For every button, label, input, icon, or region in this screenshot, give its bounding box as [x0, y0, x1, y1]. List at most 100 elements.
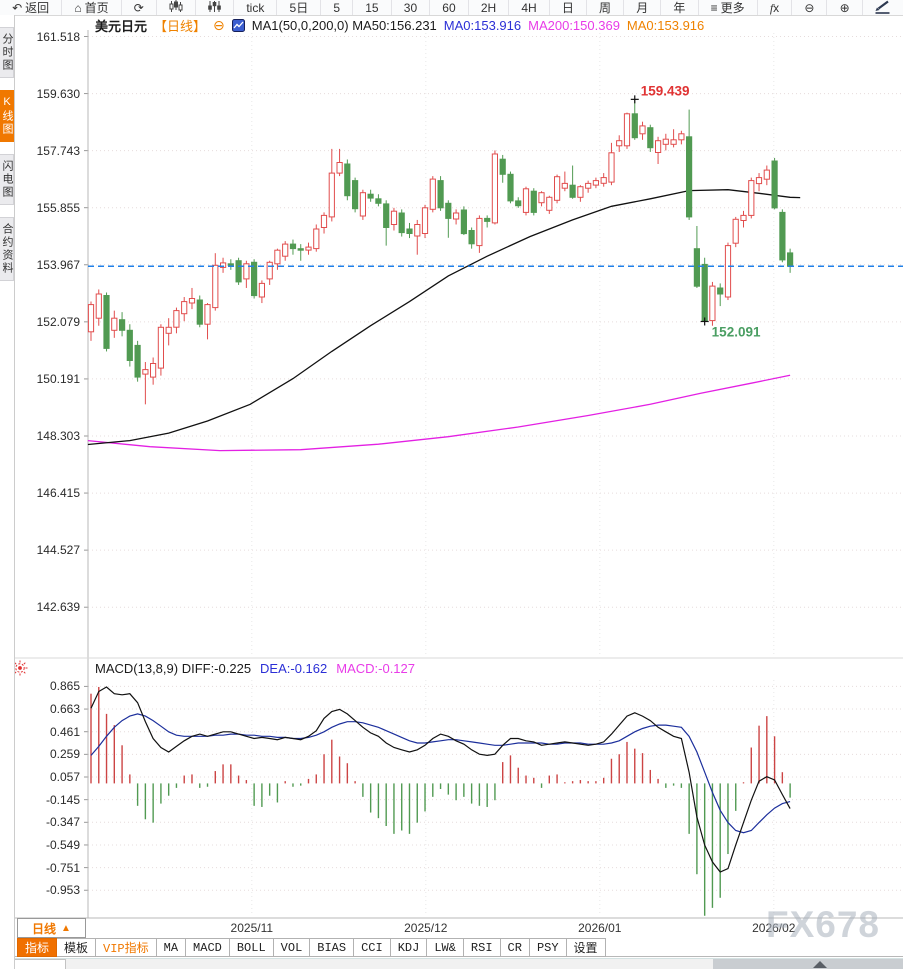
- toolbar-item-15[interactable]: 15: [353, 0, 392, 15]
- high-price-annotation: 159.439: [641, 83, 690, 98]
- collapse-icon[interactable]: ⊖: [213, 17, 225, 33]
- toolbar-item-zoom-out-icon[interactable]: ⊖: [792, 0, 828, 15]
- axis-tick-label: 150.191: [36, 371, 80, 386]
- axis-tick-label: 144.527: [36, 543, 80, 558]
- indicator-tab-指标[interactable]: 指标: [17, 938, 58, 957]
- toolbar-item-周[interactable]: 周: [587, 0, 625, 15]
- toolbar-item-label: 日: [561, 0, 574, 15]
- menu-icon: ≡: [710, 0, 718, 15]
- toolbar-item-月[interactable]: 月: [624, 0, 662, 15]
- toolbar-item-refresh-icon[interactable]: ⟳: [122, 0, 157, 15]
- indicator-tab-CR[interactable]: CR: [500, 938, 530, 957]
- sidebar-tab-K线图[interactable]: K线图: [0, 90, 14, 142]
- low-price-annotation: 152.091: [712, 324, 761, 339]
- kline-chart-icon: [169, 0, 183, 15]
- toolbar-item-label: 2H: [480, 0, 497, 15]
- toolbar-item-label: 4H: [521, 0, 537, 15]
- collapse-up-handle[interactable]: [813, 961, 827, 968]
- bottom-scrollbar-strip[interactable]: [0, 958, 903, 969]
- toolbar-item-label: 返回: [25, 0, 50, 15]
- ma-settings-label: MA1(50,0,200,0) MA50:156.231: [251, 18, 437, 33]
- toolbar-item-fx-icon[interactable]: fx: [758, 0, 793, 15]
- indicator-tab-模板[interactable]: 模板: [57, 938, 97, 957]
- axis-month-label: 2026/02: [752, 921, 796, 935]
- indicator-tab-KDJ[interactable]: KDJ: [390, 938, 428, 957]
- toolbar-item-label: 5: [333, 0, 341, 15]
- toolbar-item-kline-chart-icon[interactable]: [157, 0, 197, 15]
- axis-tick-label: 155.855: [36, 200, 80, 215]
- refresh-icon: ⟳: [133, 0, 144, 15]
- indicator-tab-VIP指标[interactable]: VIP指标: [96, 938, 157, 957]
- sliders-icon: [208, 0, 221, 15]
- back-arrow-icon: ↶: [12, 0, 23, 15]
- axis-tick-label: 153.967: [36, 257, 80, 272]
- sidebar-tab-合约资料[interactable]: 合约资料: [0, 217, 14, 281]
- indicator-tab-bar: 指标 模板 VIP指标 MA MACD BOLL VOL BIAS CCI KDJ LW& RSI CR…: [17, 938, 606, 957]
- kline-badge-icon: [231, 18, 245, 33]
- axis-tick-label: -0.549: [45, 837, 80, 852]
- sidebar-tab-分时图[interactable]: 分时图: [0, 27, 14, 78]
- indicator-tab-MA[interactable]: MA: [156, 938, 187, 957]
- ma0-orange-value: MA0:153.916: [626, 18, 705, 33]
- toolbar-item-4H[interactable]: 4H: [509, 0, 550, 15]
- toolbar-item-更多[interactable]: ≡ 更多: [699, 0, 758, 15]
- sidebar-tab-闪电图[interactable]: 闪电图: [0, 154, 14, 205]
- ma200-value: MA200:150.369: [528, 18, 620, 33]
- toolbar-item-label: 月: [636, 0, 649, 15]
- toolbar-item-label: 60: [442, 0, 456, 15]
- toolbar-item-sliders-icon[interactable]: [196, 0, 235, 15]
- indicator-tab-RSI[interactable]: RSI: [463, 938, 501, 957]
- indicator-tab-CCI[interactable]: CCI: [354, 938, 391, 957]
- toolbar-item-zoom-in-icon[interactable]: ⊕: [827, 0, 863, 15]
- toolbar-item-label: 30: [403, 0, 418, 15]
- indicator-tab-MACD[interactable]: MACD: [186, 938, 230, 957]
- indicator-tab-BIAS[interactable]: BIAS: [310, 938, 355, 957]
- axis-month-label: 2025/12: [404, 921, 448, 935]
- axis-tick-label: 148.303: [36, 428, 80, 443]
- axis-tick-label: 0.663: [49, 702, 80, 717]
- macd-dea-label: DEA:-0.162: [260, 661, 328, 676]
- symbol-name: 美元日元: [95, 19, 148, 34]
- macd-macd-label: MACD:-0.127: [336, 661, 415, 676]
- axis-tick-label: 0.865: [49, 679, 80, 694]
- zoom-out-icon: ⊖: [804, 0, 815, 15]
- indicator-tab-LW&[interactable]: LW&: [427, 938, 464, 957]
- toolbar-item-年[interactable]: 年: [661, 0, 699, 15]
- axis-tick-label: 0.461: [49, 724, 80, 739]
- toolbar-item-label: 15: [365, 0, 379, 15]
- axis-tick-label: 0.057: [49, 770, 80, 784]
- axis-month-label: 2026/01: [578, 921, 622, 935]
- toolbar-item-返回[interactable]: ↶ 返回: [0, 0, 63, 15]
- period-selector-button[interactable]: 日线 ▲: [17, 918, 86, 938]
- scrollbar-thumb[interactable]: [713, 959, 903, 969]
- toolbar-item-label: 首页: [84, 0, 109, 15]
- zoom-in-icon: ⊕: [839, 0, 850, 15]
- axis-tick-label: 159.630: [36, 86, 80, 101]
- axis-tick-label: 142.639: [36, 600, 80, 615]
- toolbar-item-首页[interactable]: ⌂ 首页: [62, 0, 122, 15]
- home-icon: ⌂: [74, 0, 82, 15]
- toolbar-item-tick[interactable]: tick: [234, 0, 278, 15]
- axis-tick-label: 152.079: [36, 314, 80, 329]
- toolbar-item-draw-line-icon[interactable]: [863, 0, 903, 15]
- toolbar-item-label: 更多: [720, 0, 745, 15]
- period-selector-label: 日线: [32, 921, 57, 936]
- toolbar-item-5[interactable]: 5: [321, 0, 354, 15]
- toolbar-item-2H[interactable]: 2H: [469, 0, 510, 15]
- indicator-tab-BOLL[interactable]: BOLL: [229, 938, 274, 957]
- toolbar-item-30[interactable]: 30: [392, 0, 431, 15]
- indicator-tab-设置[interactable]: 设置: [566, 938, 606, 957]
- macd-diff-label: MACD(13,8,9) DIFF:-0.225: [95, 661, 252, 676]
- ma0-blue-value: MA0:153.916: [443, 18, 522, 33]
- top-toolbar: ↶ 返回 ⌂ 首页 ⟳ tick 5日 5 15 30 60 2H 4H 日周月年 ≡ 更多 fx ⊖ ⊕: [0, 0, 903, 16]
- toolbar-item-日[interactable]: 日: [550, 0, 587, 15]
- toolbar-item-5日[interactable]: 5日: [277, 0, 322, 15]
- toolbar-item-label: tick: [246, 0, 265, 15]
- axis-month-label: 2025/11: [230, 921, 274, 935]
- chart-type-sidebar: 分时图 K线图闪电图合约资料: [0, 15, 15, 969]
- indicator-tab-PSY[interactable]: PSY: [529, 938, 567, 957]
- toolbar-item-60[interactable]: 60: [430, 0, 469, 15]
- indicator-tab-VOL[interactable]: VOL: [273, 938, 311, 957]
